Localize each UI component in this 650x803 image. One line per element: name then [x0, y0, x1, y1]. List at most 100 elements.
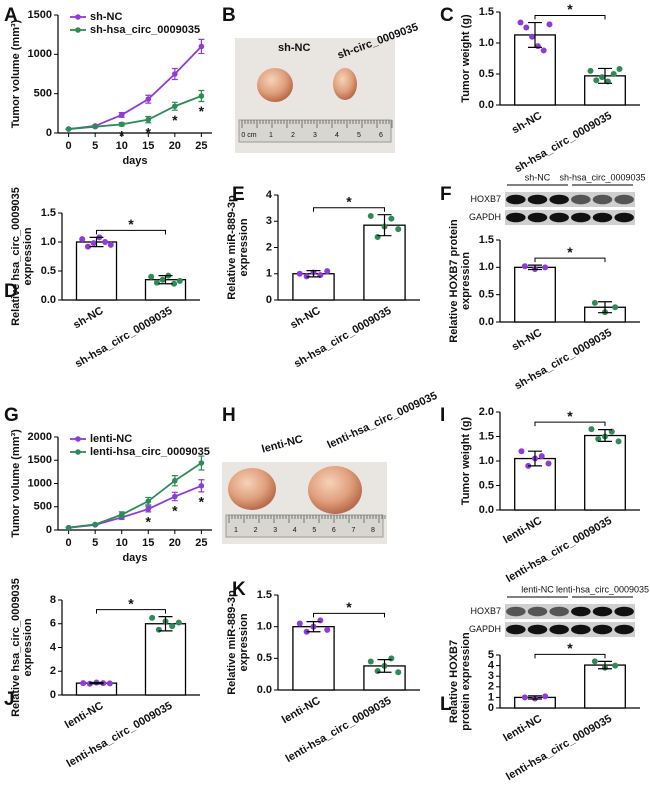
y-tick-label: 1.5	[479, 6, 494, 18]
bar	[75, 241, 118, 301]
data-point	[599, 74, 606, 81]
ruler-label: 4	[335, 132, 339, 139]
y-tick-label: 1	[488, 691, 494, 703]
bar	[584, 664, 626, 709]
data-point	[367, 658, 374, 665]
y-tick-label: 0	[46, 524, 52, 536]
y-tick-label: 2	[488, 681, 494, 693]
y-tick-label: 2	[50, 665, 56, 677]
ruler-label: 2	[291, 132, 295, 139]
significance-mark: *	[567, 408, 573, 424]
y-tick-label: 3	[488, 670, 494, 682]
bar	[514, 266, 556, 323]
y-axis-label: Relative hsa_circ_0009035	[10, 187, 22, 326]
error-bar	[306, 270, 321, 278]
significance-bracket	[96, 609, 166, 614]
series-marker	[172, 493, 178, 500]
legend-label: lenti-hsa_circ_0009035	[90, 446, 210, 458]
data-point	[595, 435, 602, 442]
x-tick-label: 5	[92, 537, 98, 549]
y-tick-label: 1.0	[479, 261, 494, 273]
data-point	[175, 619, 182, 626]
blot-band	[549, 194, 569, 205]
panel-letter: D	[4, 281, 18, 302]
y-tick-label: 1.5	[41, 207, 56, 219]
series-marker	[198, 93, 205, 99]
data-point	[523, 24, 530, 31]
data-point	[367, 213, 374, 219]
blot-group-label: lenti-hsa_circ_0009035	[556, 584, 649, 594]
y-tick-label: 5	[488, 649, 494, 661]
panel-letter: L	[440, 694, 452, 715]
data-point	[542, 693, 549, 700]
y-axis-label: expression	[238, 613, 250, 671]
data-point	[588, 426, 595, 433]
data-point	[610, 71, 617, 77]
ruler	[225, 514, 384, 538]
significance-bracket	[534, 421, 606, 427]
ruler-label: 7	[351, 527, 355, 534]
ruler	[238, 119, 392, 143]
y-axis-label: Relative hsa_circ_0009035	[10, 578, 22, 717]
y-tick-label: 0.5	[479, 289, 494, 301]
tumor	[228, 468, 276, 510]
y-axis-label: expression	[22, 227, 34, 285]
blot-band	[571, 194, 591, 205]
panel-letter: K	[232, 579, 246, 600]
y-tick-label: 3	[266, 215, 272, 227]
panel-letter: H	[222, 405, 236, 426]
x-tick-label: sh-NC	[288, 305, 322, 332]
ruler-label: 3	[273, 527, 277, 534]
x-tick-label: 10	[116, 537, 128, 549]
blot-band	[592, 194, 613, 205]
data-point	[106, 680, 113, 687]
x-tick-label: 15	[142, 537, 154, 549]
blot-band	[592, 606, 613, 617]
series-line	[68, 462, 202, 529]
y-tick-label: 1500	[28, 9, 52, 21]
significance-mark: *	[172, 112, 178, 128]
panel-letter: J	[4, 689, 15, 710]
y-tick-label: 1.0	[479, 37, 494, 49]
error-bar	[598, 67, 612, 84]
significance-bracket	[313, 207, 385, 212]
series-marker	[172, 71, 178, 77]
y-tick-label: 0	[50, 689, 56, 701]
series-marker	[118, 121, 125, 128]
x-tick-label: sh-NC	[510, 110, 544, 137]
significance-bracket	[96, 229, 166, 235]
legend-label: sh-hsa_circ_0009035	[90, 24, 200, 36]
data-point	[176, 277, 183, 284]
ruler-label: 5	[357, 132, 361, 139]
data-point	[296, 620, 303, 627]
series-marker	[172, 103, 178, 110]
y-tick-label: 0.5	[479, 68, 494, 80]
data-point	[374, 668, 381, 674]
x-tick-label: 25	[195, 537, 207, 549]
legend-label: lenti-NC	[90, 433, 132, 445]
data-point	[171, 280, 178, 287]
blot-row-label: HOXB7	[470, 194, 501, 204]
data-point	[395, 226, 402, 233]
tumor	[308, 466, 362, 514]
series-marker	[145, 96, 152, 102]
y-tick-label: 1.0	[257, 621, 272, 633]
blot-row-label: GAPDH	[469, 212, 501, 222]
significance-mark: *	[346, 599, 352, 615]
x-tick-label: sh-NC	[71, 305, 105, 332]
x-tick-label: 5	[92, 140, 98, 152]
data-point	[324, 626, 331, 633]
significance-bracket	[534, 15, 606, 20]
blot-band	[614, 194, 634, 205]
error-bar	[598, 660, 612, 670]
y-axis-label: protein expression	[460, 632, 472, 731]
data-point	[545, 460, 552, 467]
data-point	[529, 33, 536, 40]
y-tick-label: 500	[34, 88, 52, 100]
x-tick-label: sh-NC	[510, 327, 544, 354]
y-tick-label: 1500	[28, 454, 52, 466]
data-point	[534, 43, 541, 50]
x-tick-label: 20	[169, 537, 181, 549]
y-tick-label: 0.0	[479, 316, 494, 328]
